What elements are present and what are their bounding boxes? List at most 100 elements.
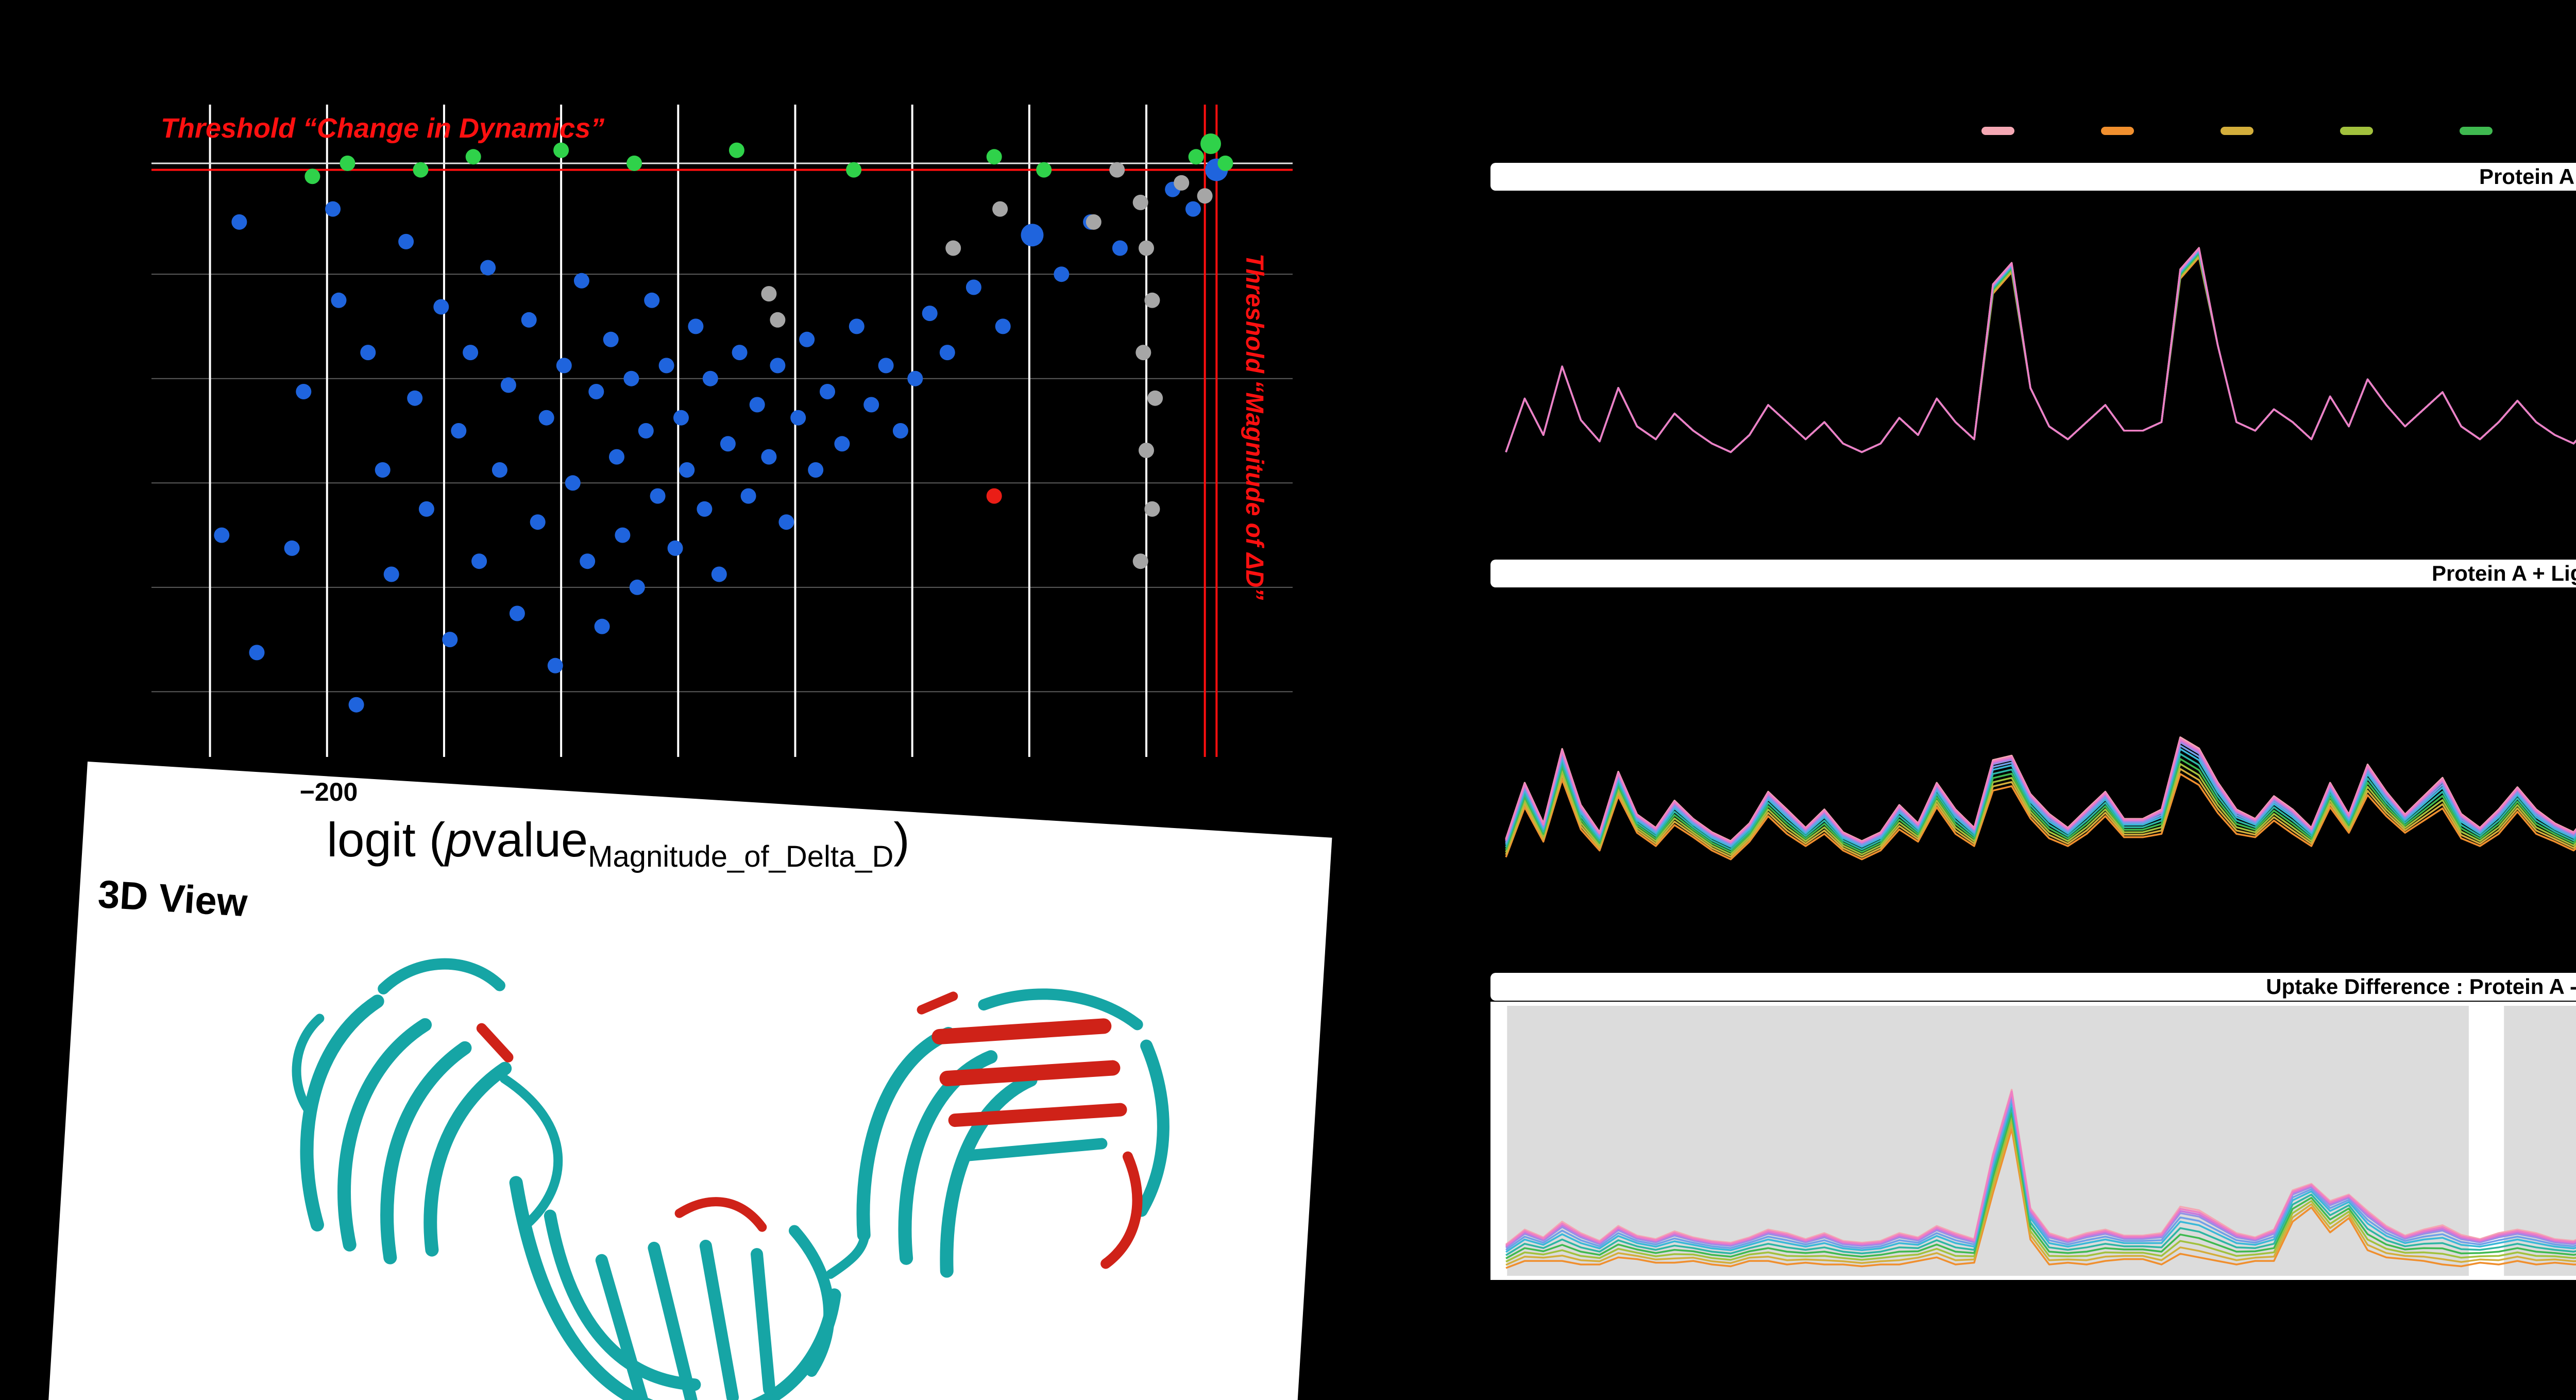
scatter-point[interactable] — [626, 155, 642, 171]
scatter-point[interactable] — [1036, 162, 1052, 178]
legend-swatch[interactable] — [2340, 127, 2373, 135]
legend-swatch[interactable] — [2101, 127, 2134, 135]
scatter-point[interactable] — [480, 260, 496, 276]
scatter-point[interactable] — [878, 358, 894, 374]
series-line[interactable] — [1505, 649, 2576, 843]
scatter-point[interactable] — [688, 318, 704, 334]
scatter-point[interactable] — [360, 345, 376, 361]
series-line[interactable] — [1505, 1089, 2576, 1245]
scatter-point[interactable] — [770, 358, 786, 374]
scatter-point[interactable] — [442, 632, 458, 648]
scatter-point[interactable] — [348, 697, 364, 713]
scatter-point[interactable] — [304, 168, 320, 184]
scatter-point[interactable] — [509, 605, 525, 621]
scatter-point[interactable] — [407, 390, 423, 406]
scatter-point[interactable] — [720, 436, 736, 452]
series-line[interactable] — [1505, 679, 2576, 853]
series-line[interactable] — [1505, 687, 2576, 855]
scatter-point[interactable] — [547, 657, 563, 673]
series-line[interactable] — [1505, 256, 2576, 510]
scatter-point[interactable] — [521, 312, 537, 328]
scatter-point[interactable] — [500, 377, 516, 393]
series-line[interactable] — [1505, 1094, 2576, 1249]
scatter-point[interactable] — [638, 423, 654, 438]
series-line[interactable] — [1505, 255, 2576, 500]
scatter-point[interactable] — [553, 142, 569, 158]
scatter-point[interactable] — [770, 312, 786, 328]
scatter-point[interactable] — [433, 299, 449, 315]
scatter-point[interactable] — [1200, 133, 1221, 154]
scatter-point[interactable] — [790, 410, 806, 426]
scatter-point[interactable] — [398, 233, 414, 249]
scatter-point[interactable] — [849, 318, 865, 334]
scatter-point[interactable] — [1185, 201, 1201, 217]
scatter-point[interactable] — [623, 370, 639, 386]
series-line[interactable] — [1505, 1112, 2576, 1259]
scatter-point[interactable] — [603, 331, 619, 347]
scatter-point[interactable] — [1139, 240, 1154, 256]
scatter-point[interactable] — [939, 345, 955, 361]
scatter-point[interactable] — [740, 488, 756, 504]
scatter-point[interactable] — [1217, 155, 1233, 171]
scatter-point[interactable] — [650, 488, 666, 504]
series-line[interactable] — [1505, 672, 2576, 851]
series-line[interactable] — [1505, 254, 2576, 489]
scatter-point[interactable] — [992, 201, 1008, 217]
volcano-plot[interactable] — [151, 105, 1293, 757]
scatter-point[interactable] — [1109, 162, 1125, 178]
scatter-point[interactable] — [711, 566, 727, 582]
scatter-point[interactable] — [863, 397, 879, 413]
scatter-point[interactable] — [820, 384, 835, 399]
series-line[interactable] — [1505, 695, 2576, 858]
scatter-point[interactable] — [325, 201, 341, 217]
scatter-point[interactable] — [471, 553, 487, 569]
scatter-point[interactable] — [418, 501, 434, 517]
uptake-chart-protein-a-ligand[interactable] — [1490, 588, 2576, 949]
scatter-point[interactable] — [761, 449, 777, 465]
series-line[interactable] — [1505, 248, 2576, 453]
scatter-point[interactable] — [702, 370, 718, 386]
scatter-point[interactable] — [749, 397, 765, 413]
scatter-point[interactable] — [375, 462, 391, 478]
scatter-point[interactable] — [922, 306, 938, 322]
series-line[interactable] — [1505, 1128, 2576, 1269]
scatter-point[interactable] — [530, 514, 546, 530]
scatter-point[interactable] — [1112, 240, 1128, 256]
scatter-point[interactable] — [249, 645, 265, 661]
scatter-point[interactable] — [965, 279, 981, 295]
legend-swatch[interactable] — [1981, 127, 2014, 135]
scatter-point[interactable] — [565, 475, 581, 491]
scatter-point[interactable] — [728, 142, 744, 158]
scatter-point[interactable] — [492, 462, 507, 478]
scatter-point[interactable] — [615, 527, 631, 543]
series-line[interactable] — [1505, 1092, 2576, 1247]
scatter-point[interactable] — [986, 488, 1002, 504]
scatter-point[interactable] — [1136, 345, 1151, 361]
series-line[interactable] — [1505, 1117, 2576, 1263]
scatter-point[interactable] — [1139, 443, 1154, 458]
series-line[interactable] — [1505, 249, 2576, 453]
series-line[interactable] — [1505, 252, 2576, 479]
scatter-point[interactable] — [658, 358, 674, 374]
scatter-point[interactable] — [778, 514, 794, 530]
scatter-point[interactable] — [296, 384, 312, 399]
scatter-point[interactable] — [1144, 501, 1160, 517]
scatter-point[interactable] — [1021, 224, 1044, 247]
series-line[interactable] — [1505, 1122, 2576, 1266]
scatter-point[interactable] — [1086, 214, 1101, 230]
scatter-point[interactable] — [383, 566, 399, 582]
scatter-point[interactable] — [892, 423, 908, 438]
legend-swatch[interactable] — [2460, 127, 2493, 135]
scatter-point[interactable] — [799, 331, 815, 347]
scatter-point[interactable] — [413, 162, 429, 178]
scatter-point[interactable] — [907, 370, 923, 386]
scatter-point[interactable] — [667, 540, 683, 556]
scatter-point[interactable] — [1132, 194, 1148, 210]
scatter-point[interactable] — [340, 155, 355, 171]
scatter-point[interactable] — [732, 345, 748, 361]
scatter-point[interactable] — [986, 149, 1002, 165]
legend-swatch[interactable] — [2221, 127, 2253, 135]
scatter-point[interactable] — [231, 214, 247, 230]
scatter-point[interactable] — [556, 358, 572, 374]
series-line[interactable] — [1505, 251, 2576, 468]
